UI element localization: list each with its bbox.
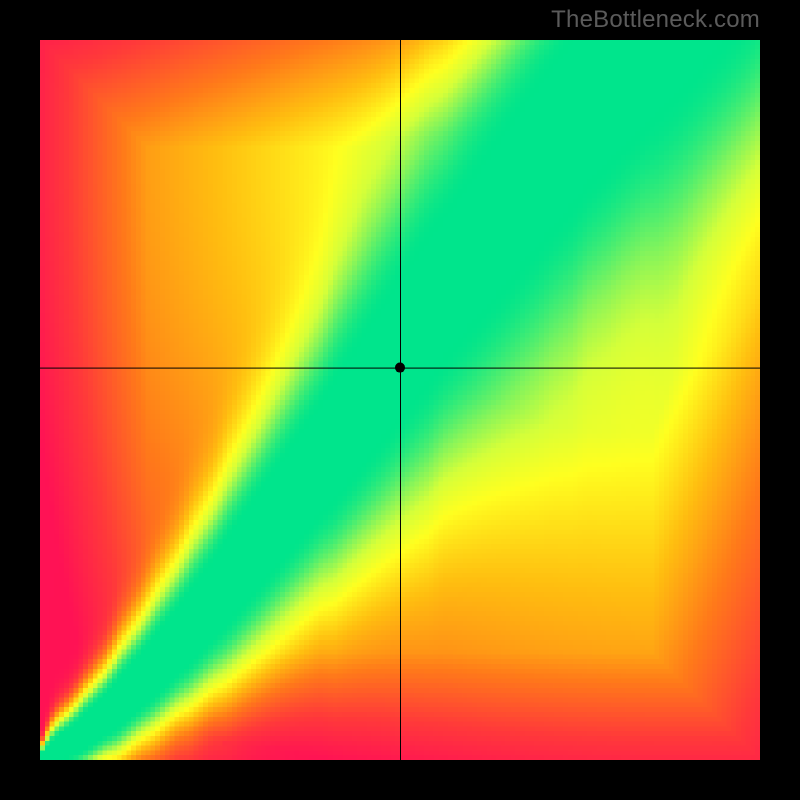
chart-frame: TheBottleneck.com xyxy=(0,0,800,800)
plot-area xyxy=(40,40,760,760)
watermark-text: TheBottleneck.com xyxy=(551,6,760,34)
crosshair-overlay xyxy=(40,40,760,760)
